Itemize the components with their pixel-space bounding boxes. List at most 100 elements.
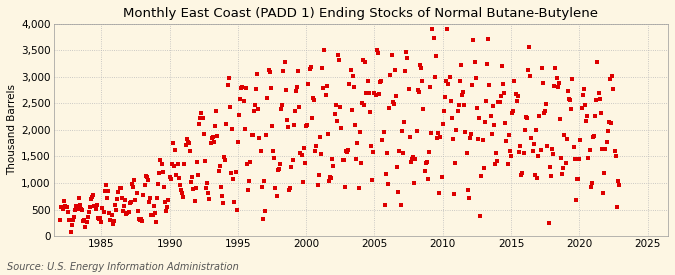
Point [248,109,259,113]
Point [306,116,317,121]
Point [244,178,254,183]
Point [595,97,605,101]
Point [434,191,445,195]
Point [225,105,236,109]
Point [302,122,313,127]
Point [317,65,327,70]
Point [269,156,279,160]
Point [278,68,289,73]
Point [524,45,535,49]
Point [154,171,165,175]
Point [425,85,435,89]
Point [413,90,424,94]
Point [267,123,277,128]
Point [61,205,72,209]
Point [386,53,397,57]
Point [517,171,528,176]
Point [162,205,173,209]
Point [172,161,183,166]
Point [214,164,225,168]
Point [607,74,618,78]
Point [261,133,272,137]
Point [128,185,138,189]
Point [315,135,325,139]
Point [451,127,462,132]
Point [200,158,211,163]
Point [600,147,611,152]
Point [250,86,261,91]
Point [283,125,294,129]
Point [466,132,477,136]
Point [96,220,107,225]
Point [286,165,297,169]
Point [338,158,349,163]
Point [344,82,355,87]
Point [55,218,65,222]
Point [92,216,103,220]
Point [373,92,384,96]
Point [375,80,385,84]
Point [461,150,472,155]
Point [288,123,299,127]
Point [303,82,314,86]
Point [119,204,130,208]
Point [124,201,135,205]
Point [348,85,359,89]
Point [237,85,248,90]
Point [213,169,224,174]
Point [474,116,485,120]
Point [557,172,568,176]
Point [446,99,456,103]
Point [520,115,531,120]
Point [82,215,93,219]
Point [145,196,156,200]
Point [265,70,275,74]
Point [352,140,362,145]
Point [207,135,218,139]
Point [312,183,323,188]
Point [565,98,576,103]
Point [338,158,348,163]
Point [570,198,581,202]
Point [481,98,491,103]
Point [421,160,432,164]
Point [119,198,130,202]
Point [512,94,523,98]
Point [155,158,166,163]
Point [613,179,624,184]
Point [160,200,171,205]
Point [519,128,530,133]
Point [86,197,97,202]
Point [562,89,573,94]
Point [180,143,191,147]
Point [609,149,620,153]
Point [362,78,373,83]
Point [551,76,562,80]
Point [529,172,540,177]
Point [171,173,182,177]
Point [156,162,167,166]
Point [70,208,80,212]
Point [351,156,362,161]
Point [464,136,475,140]
Point [540,109,551,113]
Point [164,175,175,179]
Point [404,134,415,139]
Point [305,64,316,69]
Point [195,116,206,120]
Point [379,203,390,208]
Point [583,156,594,160]
Point [252,72,263,76]
Point [525,74,536,79]
Point [293,69,304,73]
Point [325,175,335,179]
Point [527,148,538,153]
Point [431,53,441,58]
Point [76,207,86,211]
Point [319,48,330,52]
Point [336,126,347,131]
Point [230,169,241,174]
Point [192,160,202,164]
Point [377,138,388,142]
Point [259,179,269,183]
